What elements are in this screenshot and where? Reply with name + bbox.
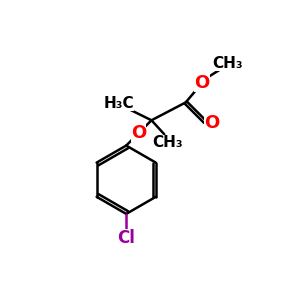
Text: O: O [131, 124, 146, 142]
Text: H₃C: H₃C [103, 96, 134, 111]
Text: O: O [204, 114, 219, 132]
Text: CH₃: CH₃ [212, 56, 243, 71]
Text: O: O [194, 74, 210, 92]
Text: CH₃: CH₃ [152, 135, 183, 150]
Text: Cl: Cl [117, 229, 135, 247]
